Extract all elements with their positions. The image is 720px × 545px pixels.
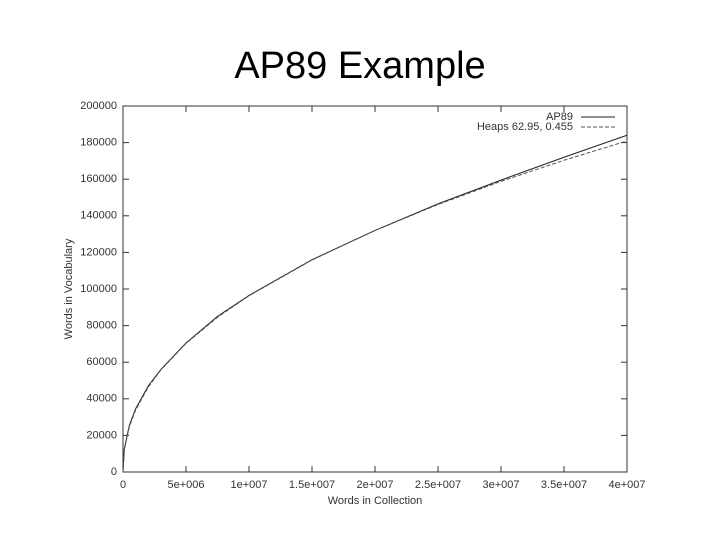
y-tick-label: 0 — [111, 466, 117, 478]
y-tick-label: 120000 — [80, 246, 117, 258]
legend-label: Heaps 62.95, 0.455 — [477, 121, 573, 133]
x-tick-label: 4e+007 — [608, 479, 645, 491]
x-tick-label: 1.5e+007 — [289, 479, 335, 491]
x-tick-label: 2.5e+007 — [415, 479, 461, 491]
y-tick-label: 40000 — [86, 393, 117, 405]
y-tick-label: 60000 — [86, 356, 117, 368]
x-tick-label: 3e+007 — [482, 479, 519, 491]
legend-label: AP89 — [546, 111, 573, 123]
y-tick-label: 180000 — [80, 137, 117, 149]
x-tick-label: 1e+007 — [230, 479, 267, 491]
y-tick-label: 100000 — [80, 283, 117, 295]
x-tick-label: 0 — [120, 479, 126, 491]
chart-title: AP89 Example — [234, 45, 485, 87]
y-axis-label: Words in Vocabulary — [63, 238, 75, 339]
y-tick-label: 200000 — [80, 100, 117, 112]
x-tick-label: 5e+006 — [167, 479, 204, 491]
data-line — [122, 134, 628, 473]
x-axis-label: Words in Collection — [328, 495, 423, 507]
x-tick-label: 2e+007 — [356, 479, 393, 491]
x-tick-label: 3.5e+007 — [541, 479, 587, 491]
data-line — [122, 140, 628, 473]
y-tick-label: 20000 — [86, 429, 117, 441]
y-tick-label: 140000 — [80, 210, 117, 222]
plot-frame — [122, 105, 628, 473]
y-tick-label: 160000 — [80, 173, 117, 185]
y-tick-label: 80000 — [86, 320, 117, 332]
